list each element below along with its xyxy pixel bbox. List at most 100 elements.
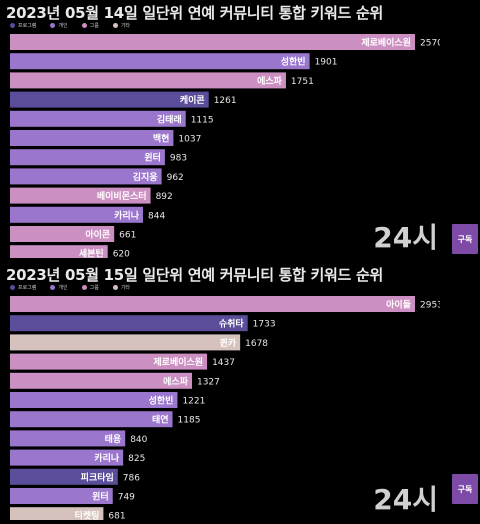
legend-dot-individual — [50, 285, 56, 290]
legend-item-individual: 개인 — [50, 22, 68, 29]
bar-label: 케이콘 — [180, 94, 205, 106]
value-label: 825 — [128, 454, 145, 464]
bar-label: 백현 — [153, 133, 170, 145]
bar-1 — [10, 296, 415, 312]
chart-panel-may-15: 2023년 05월 15일 일단위 연예 커뮤니티 통합 키워드 순위 프로그램… — [0, 262, 480, 524]
bar-label: 제로베이스원 — [361, 37, 411, 49]
value-label: 844 — [148, 211, 165, 221]
bar-7 — [10, 149, 165, 166]
bar-2 — [10, 315, 248, 332]
bar-label: 에스파 — [163, 375, 189, 387]
bar-4 — [10, 353, 208, 370]
bar-label: 베이비몬스터 — [97, 190, 147, 202]
bar-2 — [10, 53, 310, 70]
value-label: 1115 — [191, 115, 214, 125]
bar-label: 태용 — [105, 433, 122, 445]
chart-title: 2023년 05월 14일 일단위 연예 커뮤니티 통합 키워드 순위 — [6, 4, 383, 22]
legend-item-program: 프로그램 — [10, 284, 36, 291]
bar-4 — [10, 91, 209, 108]
subscribe-button[interactable]: 구독 — [452, 224, 478, 254]
value-label: 681 — [108, 512, 125, 520]
value-label: 2953 — [420, 301, 440, 311]
bar-label: 퀸카 — [220, 337, 237, 349]
value-label: 1221 — [182, 397, 205, 407]
bar-label: 세븐틴 — [79, 248, 104, 258]
bar-1 — [10, 34, 415, 50]
legend-item-group: 그룹 — [81, 284, 99, 291]
legend-dot-program — [10, 23, 15, 28]
bar-8 — [10, 168, 162, 185]
chart-panel-may-14: 2023년 05월 14일 일단위 연예 커뮤니티 통합 키워드 순위 프로그램… — [6, 4, 478, 258]
legend-label: 프로그램 — [18, 23, 37, 29]
bar-label: 카리나 — [114, 209, 140, 221]
bar-label: 피크타임 — [81, 471, 114, 483]
bar-label: 김지웅 — [133, 171, 158, 183]
bar-label: 성한빈 — [281, 56, 306, 68]
bar-chart: 아이들 2953 슈취타 1733 퀸카 1678 제로베이스원 1437 에스파 1327 성한빈… — [10, 296, 440, 520]
legend-dot-individual — [50, 23, 56, 28]
hour-label: 24시 — [373, 221, 438, 254]
value-label: 840 — [130, 435, 147, 445]
bar-label: 슈취타 — [219, 318, 245, 330]
bar-label: 아이콘 — [85, 229, 110, 241]
legend-label: 그룹 — [89, 285, 99, 291]
value-label: 1327 — [197, 377, 220, 387]
legend-item-other: 기타 — [112, 284, 130, 291]
bar-12 — [10, 245, 108, 258]
value-label: 786 — [123, 473, 140, 483]
bar-label: 아이들 — [386, 299, 411, 311]
legend-label: 그룹 — [89, 23, 99, 29]
legend-label: 개인 — [58, 285, 68, 291]
legend-label: 프로그램 — [18, 285, 37, 291]
bar-3 — [10, 334, 241, 351]
bar-6 — [10, 130, 174, 146]
value-label: 1185 — [178, 416, 201, 426]
value-label: 1901 — [315, 58, 338, 68]
legend-dot-group — [81, 23, 87, 28]
bar-12 — [10, 507, 104, 520]
legend-item-other: 기타 — [112, 22, 131, 29]
legend-dot-group — [81, 285, 87, 290]
value-label: 962 — [167, 173, 184, 183]
legend-item-individual: 개인 — [50, 284, 68, 291]
value-label: 749 — [118, 493, 135, 503]
value-label: 1751 — [291, 77, 314, 87]
value-label: 1261 — [214, 96, 237, 106]
bar-10 — [10, 206, 144, 223]
bar-5 — [10, 372, 192, 389]
legend-dot-program — [10, 285, 15, 290]
bar-8 — [10, 430, 126, 447]
bar-10 — [10, 468, 118, 485]
bar-11 — [10, 226, 115, 242]
value-label: 2570 — [420, 39, 440, 49]
chart-title: 2023년 05월 15일 일단위 연예 커뮤니티 통합 키워드 순위 — [6, 266, 383, 284]
legend-dot-other — [112, 23, 118, 28]
legend-label: 기타 — [120, 23, 131, 29]
legend-item-program: 프로그램 — [10, 22, 36, 29]
bar-label: 카리나 — [94, 452, 120, 464]
bar-label: 윈터 — [92, 491, 109, 503]
value-label: 661 — [119, 231, 136, 241]
value-label: 1678 — [245, 339, 268, 349]
subscribe-button[interactable]: 구독 — [452, 474, 478, 504]
bar-label: 윈터 — [144, 152, 161, 164]
bar-label: 태연 — [152, 414, 169, 426]
value-label: 1037 — [178, 135, 201, 145]
bar-9 — [10, 449, 124, 466]
bar-9 — [10, 187, 151, 204]
value-label: 983 — [170, 154, 187, 164]
bar-label: 성한빈 — [149, 395, 174, 407]
bar-label: 김태래 — [157, 113, 182, 125]
bar-label: 티켓팅 — [75, 510, 100, 520]
legend-item-group: 그룹 — [81, 22, 99, 29]
value-label: 620 — [113, 250, 130, 258]
legend-dot-other — [112, 285, 118, 290]
bar-label: 에스파 — [257, 75, 283, 87]
chart-legend: 프로그램 개인 그룹 기타 — [10, 22, 130, 29]
hour-label: 24시 — [373, 483, 438, 516]
legend-label: 개인 — [58, 23, 68, 29]
bar-5 — [10, 110, 186, 127]
bar-6 — [10, 392, 178, 408]
value-label: 1437 — [212, 358, 235, 368]
